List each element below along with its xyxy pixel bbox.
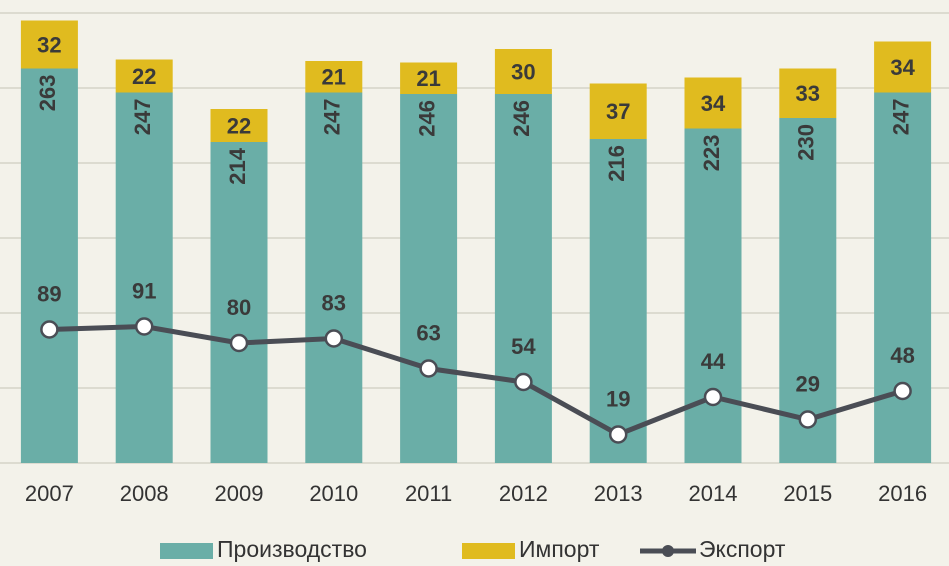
x-tick-label: 2014 bbox=[689, 481, 738, 506]
x-tick-label: 2012 bbox=[499, 481, 548, 506]
bar-import bbox=[305, 61, 363, 93]
export-label: 63 bbox=[416, 320, 440, 345]
export-point bbox=[608, 425, 628, 444]
bar-production bbox=[684, 128, 742, 463]
production-label: 214 bbox=[225, 147, 250, 184]
import-label: 37 bbox=[606, 99, 630, 124]
production-label: 247 bbox=[888, 99, 913, 136]
x-tick-label: 2007 bbox=[25, 481, 74, 506]
bar-production bbox=[589, 139, 647, 463]
bar-production bbox=[210, 142, 268, 463]
bar-production bbox=[494, 94, 552, 463]
export-point bbox=[514, 372, 533, 392]
import-label: 32 bbox=[37, 32, 61, 57]
x-tick-label: 2011 bbox=[405, 481, 452, 506]
bar-import bbox=[779, 68, 837, 118]
export-label: 89 bbox=[37, 281, 61, 306]
export-label: 54 bbox=[511, 334, 536, 359]
legend-swatch bbox=[160, 543, 213, 559]
x-tick-label: 2010 bbox=[309, 481, 358, 506]
export-point bbox=[229, 333, 249, 353]
export-label: 80 bbox=[227, 295, 251, 320]
export-point bbox=[324, 329, 344, 348]
production-label: 247 bbox=[320, 99, 345, 136]
production-label: 216 bbox=[604, 145, 629, 182]
export-point bbox=[134, 317, 154, 336]
bar-import bbox=[494, 49, 552, 94]
export-label: 29 bbox=[796, 371, 820, 396]
export-point bbox=[703, 387, 723, 407]
export-point bbox=[419, 359, 438, 378]
production-label: 263 bbox=[35, 75, 60, 112]
import-label: 22 bbox=[227, 113, 251, 138]
legend-swatch bbox=[662, 545, 674, 557]
legend-label: Импорт bbox=[519, 536, 600, 562]
x-tick-label: 2013 bbox=[594, 481, 643, 506]
import-label: 34 bbox=[890, 55, 915, 80]
bar-import bbox=[589, 83, 647, 139]
line-export bbox=[49, 323, 904, 438]
bar-import bbox=[400, 62, 458, 94]
import-label: 34 bbox=[701, 91, 726, 116]
bar-production bbox=[779, 118, 837, 463]
legend-swatch bbox=[462, 543, 515, 559]
import-label: 21 bbox=[416, 66, 440, 91]
legend-label: Экспорт bbox=[699, 536, 786, 562]
bar-import bbox=[210, 109, 268, 142]
bar-production bbox=[115, 92, 173, 463]
production-label: 223 bbox=[699, 135, 724, 172]
x-tick-label: 2016 bbox=[878, 481, 927, 506]
x-tick-label: 2009 bbox=[215, 481, 264, 506]
import-label: 33 bbox=[796, 81, 820, 106]
production-label: 230 bbox=[794, 124, 819, 161]
bar-production bbox=[400, 94, 458, 463]
export-label: 44 bbox=[701, 349, 726, 374]
import-label: 30 bbox=[511, 59, 535, 84]
bar-production bbox=[305, 92, 363, 463]
export-label: 83 bbox=[322, 290, 346, 315]
export-point bbox=[40, 320, 59, 339]
legend-label: Производство bbox=[217, 536, 367, 562]
bar-import bbox=[684, 77, 742, 129]
import-label: 22 bbox=[132, 64, 156, 89]
production-label: 246 bbox=[509, 100, 534, 137]
export-point bbox=[798, 410, 818, 429]
bar-production bbox=[20, 68, 78, 463]
bar-production bbox=[874, 92, 932, 463]
x-tick-label: 2008 bbox=[120, 481, 169, 506]
export-label: 91 bbox=[132, 278, 156, 303]
x-tick-label: 2015 bbox=[783, 481, 832, 506]
production-label: 246 bbox=[414, 100, 439, 137]
bar-import bbox=[874, 41, 932, 93]
export-label: 48 bbox=[890, 343, 914, 368]
import-label: 21 bbox=[322, 65, 346, 90]
bar-import bbox=[115, 59, 173, 93]
export-point bbox=[893, 381, 912, 401]
export-label: 19 bbox=[606, 386, 630, 411]
production-label: 247 bbox=[130, 99, 155, 136]
bar-import bbox=[20, 20, 78, 69]
